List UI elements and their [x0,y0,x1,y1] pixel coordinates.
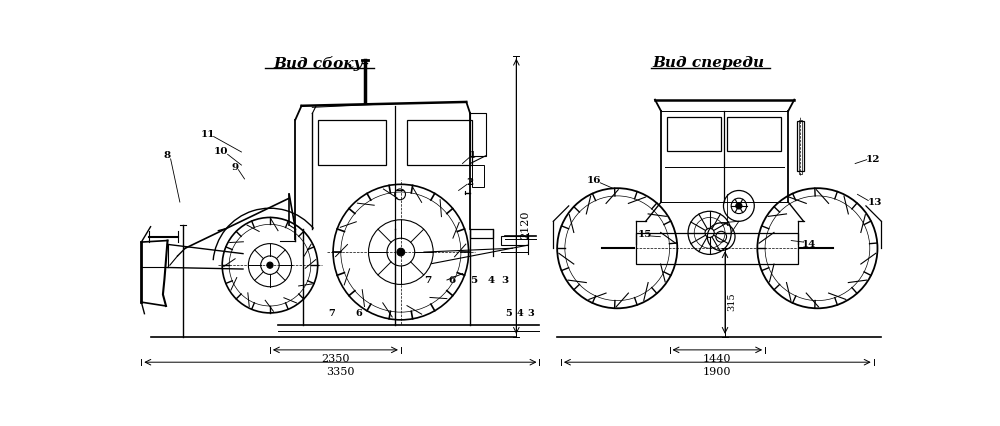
Text: 4: 4 [487,276,495,285]
Text: 10: 10 [214,147,229,156]
Circle shape [267,262,273,268]
Text: 2350: 2350 [321,354,350,365]
Text: 4: 4 [517,309,524,318]
Bar [470,229,493,238]
Text: 12: 12 [866,155,880,164]
Text: 3: 3 [527,309,534,318]
Text: 7: 7 [424,276,431,285]
Text: 14: 14 [802,240,816,249]
Text: 13: 13 [867,198,882,207]
Text: 3350: 3350 [326,367,355,377]
Text: 9: 9 [232,163,239,172]
Bar [636,233,798,264]
Text: 3: 3 [501,276,508,285]
Text: 11: 11 [200,130,215,139]
Text: 1: 1 [469,151,476,160]
Text: 1900: 1900 [703,367,732,377]
Bar [470,113,486,156]
Bar [799,120,802,173]
Bar [727,117,781,151]
Circle shape [397,248,405,256]
Text: Вид сбоку: Вид сбоку [274,56,363,71]
Text: Вид спереди: Вид спереди [653,56,765,70]
Bar [797,121,804,171]
Text: 6: 6 [355,309,362,318]
Bar [501,236,528,245]
Bar [318,121,386,165]
Text: 15: 15 [638,230,652,239]
Text: 6: 6 [449,276,456,285]
Text: 7: 7 [328,309,335,318]
Text: 315: 315 [727,293,736,311]
Text: 8: 8 [164,151,171,160]
Text: 5: 5 [505,309,512,318]
Bar [667,117,721,151]
Circle shape [736,203,742,209]
Text: 1440: 1440 [703,354,732,365]
Text: 2: 2 [467,178,474,187]
Bar [472,165,484,187]
Text: 2120: 2120 [520,211,530,239]
Text: 5: 5 [470,276,478,285]
Text: 16: 16 [587,176,601,185]
Bar [407,121,472,165]
